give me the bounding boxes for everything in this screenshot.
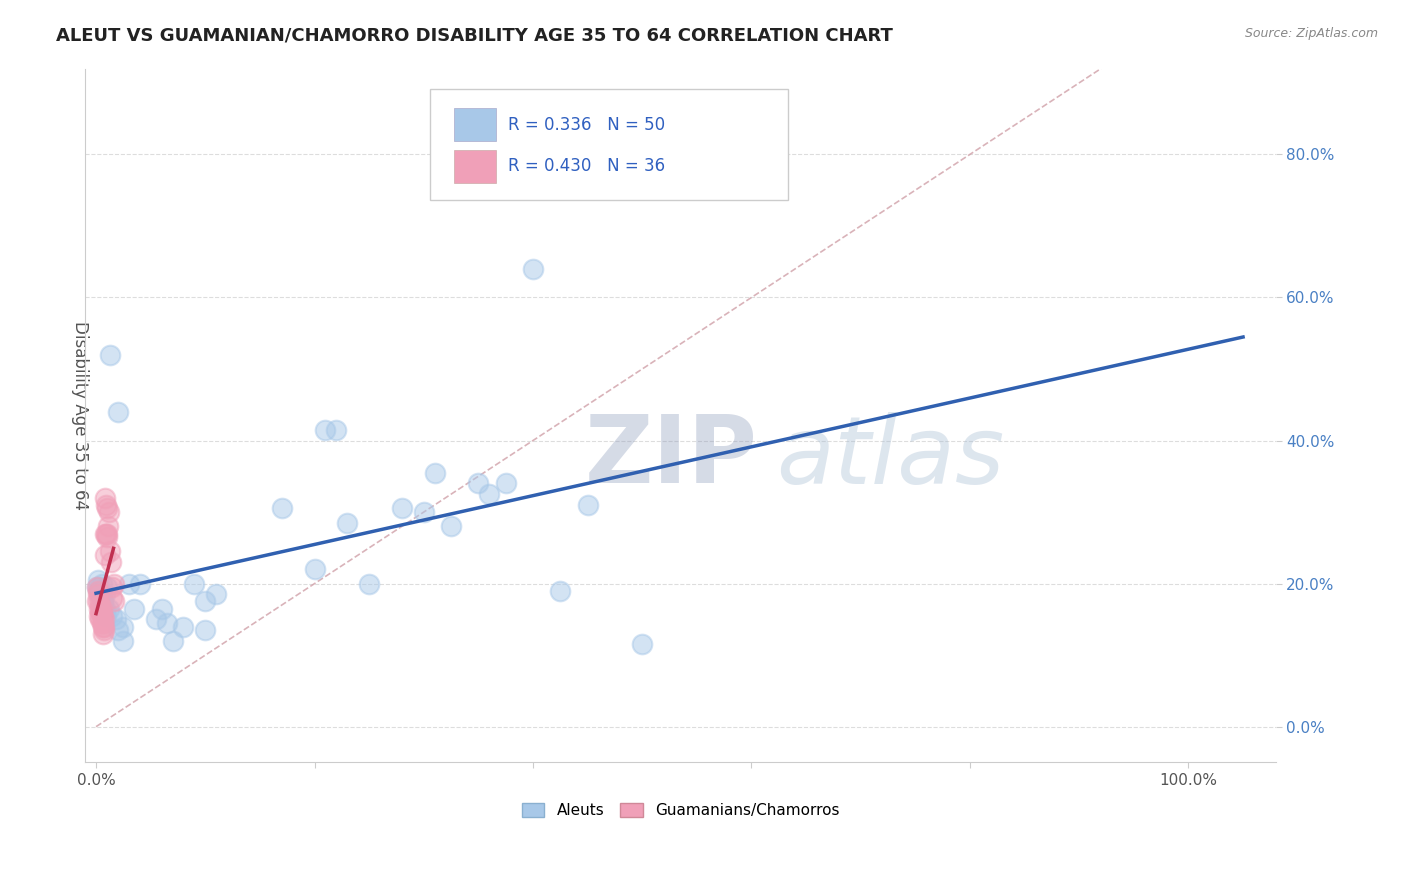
Point <box>91 619 114 633</box>
Point <box>205 587 228 601</box>
Point <box>98 544 121 558</box>
Point <box>94 526 117 541</box>
Point <box>522 261 544 276</box>
Point <box>91 598 114 612</box>
Point <box>100 555 122 569</box>
Point <box>304 562 326 576</box>
Point <box>576 498 599 512</box>
Point <box>93 619 115 633</box>
Point <box>98 505 121 519</box>
Point <box>124 601 146 615</box>
Text: R = 0.336   N = 50: R = 0.336 N = 50 <box>508 116 665 134</box>
Point <box>162 633 184 648</box>
Point <box>101 591 124 605</box>
Point <box>91 608 114 623</box>
Point <box>112 633 135 648</box>
Point <box>89 612 111 626</box>
Point <box>112 619 135 633</box>
Point <box>90 615 112 630</box>
Point <box>98 601 121 615</box>
Text: R = 0.430   N = 36: R = 0.430 N = 36 <box>508 157 665 176</box>
Point <box>94 526 117 541</box>
Point <box>412 505 434 519</box>
Point <box>89 594 111 608</box>
Point <box>86 580 108 594</box>
Point <box>89 598 111 612</box>
Point <box>94 601 117 615</box>
Point <box>150 601 173 615</box>
Point <box>98 348 121 362</box>
Point <box>391 501 413 516</box>
Point <box>101 608 124 623</box>
Text: Source: ZipAtlas.com: Source: ZipAtlas.com <box>1244 27 1378 40</box>
Point <box>101 580 124 594</box>
Point <box>94 498 117 512</box>
Point <box>107 623 129 637</box>
Point <box>118 576 141 591</box>
Point <box>94 491 117 505</box>
Point <box>128 576 150 591</box>
Point <box>91 626 114 640</box>
Point <box>93 605 115 619</box>
Text: ZIP: ZIP <box>585 411 758 503</box>
Point <box>89 601 111 615</box>
Point <box>94 548 117 562</box>
Text: ALEUT VS GUAMANIAN/CHAMORRO DISABILITY AGE 35 TO 64 CORRELATION CHART: ALEUT VS GUAMANIAN/CHAMORRO DISABILITY A… <box>56 27 893 45</box>
Point <box>336 516 359 530</box>
Point <box>183 576 205 591</box>
Point <box>495 476 517 491</box>
Point <box>96 530 118 544</box>
Point <box>90 601 112 615</box>
Point <box>90 608 112 623</box>
Point <box>90 591 112 605</box>
Point <box>87 583 110 598</box>
Point <box>96 526 118 541</box>
Point <box>467 476 489 491</box>
Point <box>104 612 127 626</box>
Point <box>440 519 463 533</box>
Point <box>478 487 501 501</box>
Point <box>93 623 115 637</box>
Point <box>89 608 111 623</box>
Point <box>94 608 117 623</box>
Point <box>93 612 115 626</box>
Point <box>97 519 120 533</box>
Point <box>314 423 336 437</box>
Point <box>631 637 654 651</box>
Point <box>90 576 112 591</box>
Point <box>107 405 129 419</box>
Point <box>87 587 110 601</box>
Point <box>550 583 572 598</box>
Point <box>89 580 111 594</box>
Point <box>145 612 167 626</box>
Point <box>94 587 117 601</box>
Point <box>96 501 118 516</box>
Point <box>91 594 114 608</box>
Point <box>156 615 179 630</box>
Point <box>86 580 108 594</box>
Point <box>89 587 111 601</box>
Point <box>96 580 118 594</box>
Text: atlas: atlas <box>776 411 1004 502</box>
Point <box>194 594 217 608</box>
Bar <box>454 150 496 183</box>
Point <box>325 423 347 437</box>
Point <box>172 619 194 633</box>
Bar <box>454 108 496 141</box>
Point <box>103 594 125 608</box>
Point <box>86 594 108 608</box>
Point <box>87 573 110 587</box>
Point <box>103 576 125 591</box>
Point <box>89 583 111 598</box>
Y-axis label: Disability Age 35 to 64: Disability Age 35 to 64 <box>72 321 89 510</box>
Point <box>359 576 381 591</box>
Point <box>91 615 114 630</box>
Legend: Aleuts, Guamanians/Chamorros: Aleuts, Guamanians/Chamorros <box>516 797 845 824</box>
Point <box>270 501 292 516</box>
Point <box>89 605 111 619</box>
FancyBboxPatch shape <box>430 89 787 201</box>
Point <box>423 466 446 480</box>
Point <box>194 623 217 637</box>
